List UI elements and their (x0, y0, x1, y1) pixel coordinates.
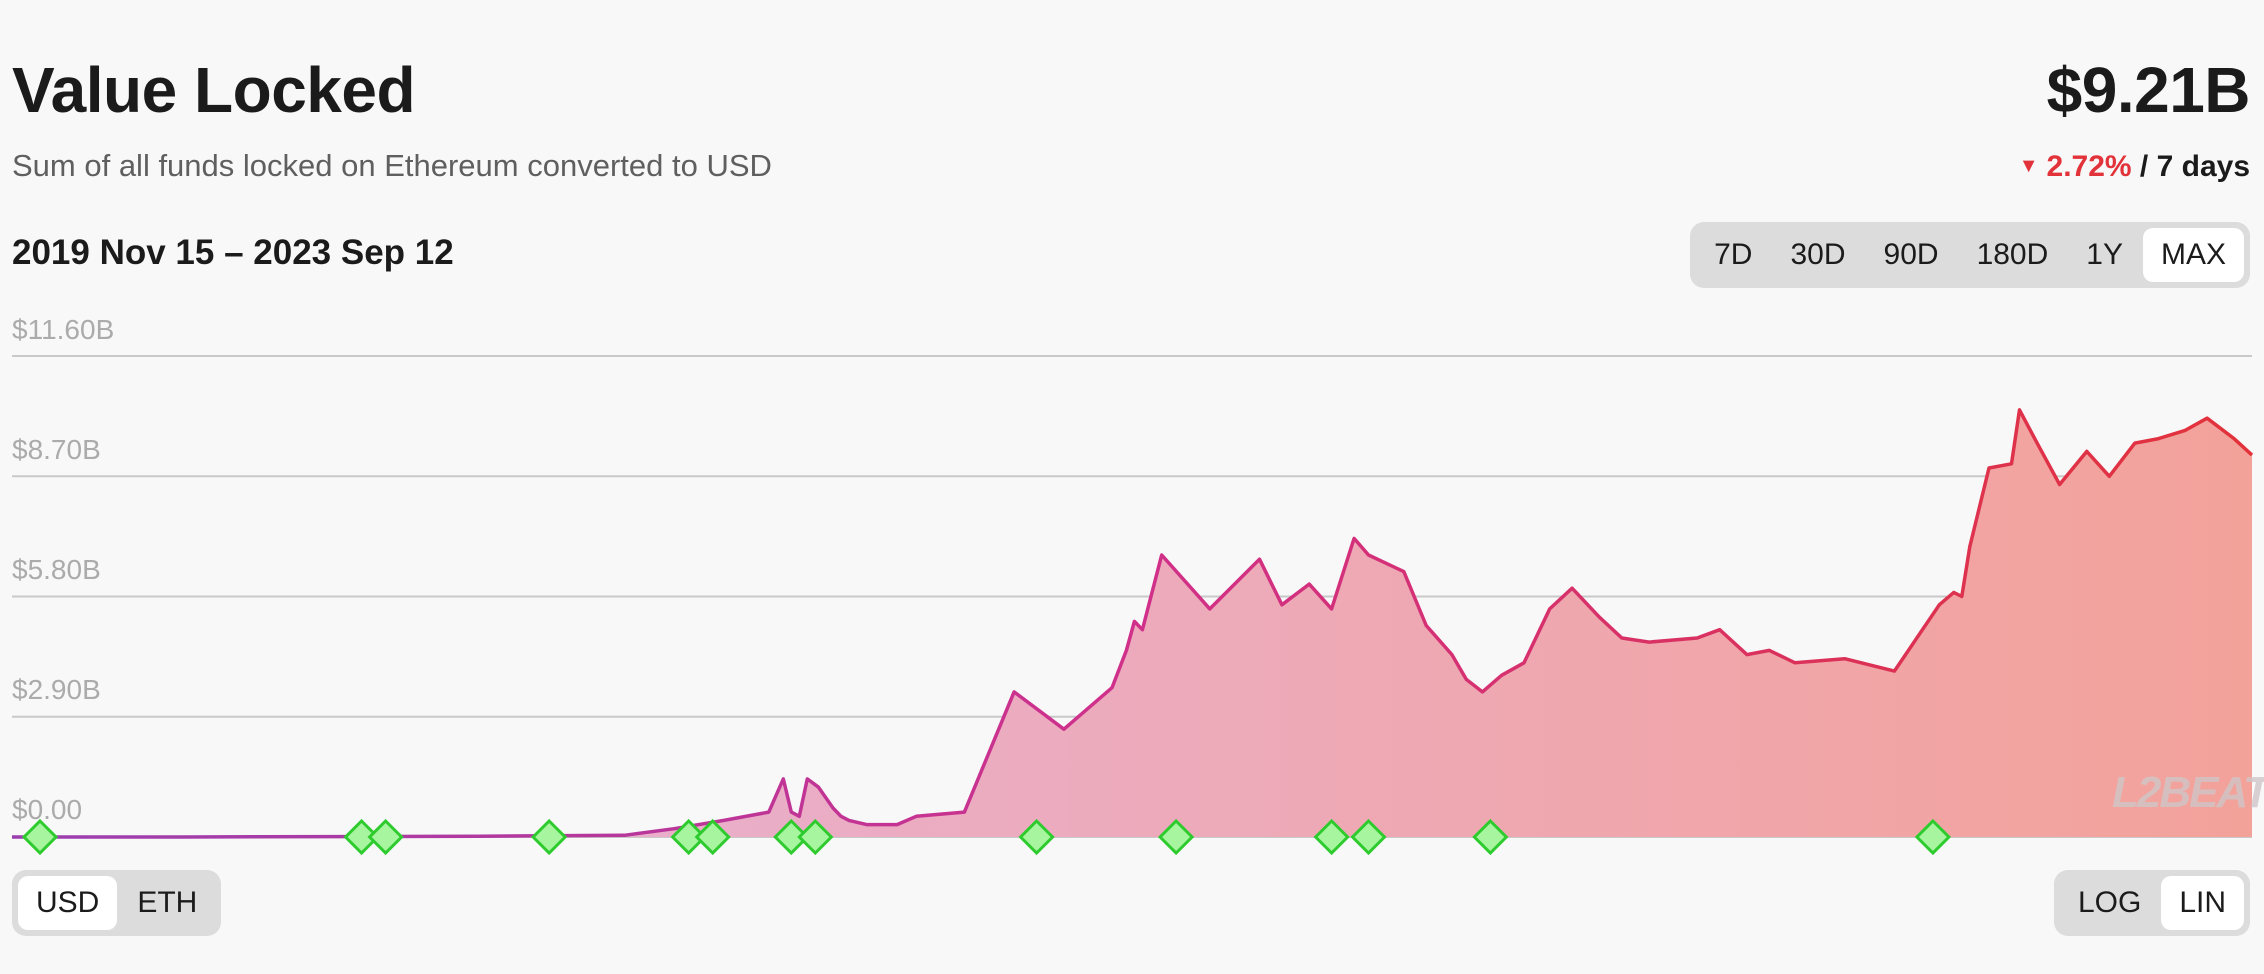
milestone-marker[interactable] (1472, 818, 1509, 856)
unit-usd-button[interactable]: USD (18, 876, 118, 930)
y-tick-label: $2.90B (12, 674, 101, 705)
date-range: 2019 Nov 15 – 2023 Sep 12 (12, 233, 454, 272)
milestone-marker[interactable] (1018, 818, 1055, 856)
milestone-marker[interactable] (670, 818, 707, 856)
milestone-marker[interactable] (1914, 818, 1952, 856)
y-tick-label: $5.80B (12, 554, 101, 585)
page-title: Value Locked (12, 54, 416, 126)
l2beat-logo: L2BEAT (2112, 768, 2264, 817)
milestone-marker[interactable] (21, 818, 59, 856)
milestone-marker[interactable] (1350, 818, 1387, 856)
milestone-marker[interactable] (773, 818, 810, 856)
total-value: $9.21B (2046, 54, 2251, 126)
change-percent: 2.72% (2046, 150, 2132, 183)
unit-eth-button[interactable]: ETH (137, 886, 198, 919)
range-max-button[interactable]: MAX (2142, 228, 2244, 282)
tvl-line (12, 408, 2254, 839)
milestone-marker[interactable] (1157, 818, 1195, 856)
range-90d-button[interactable]: 90D (1883, 238, 1939, 271)
y-tick-label: $11.60B (12, 314, 115, 345)
down-arrow-icon: ▼ (2018, 155, 2039, 177)
scale-lin-button[interactable]: LIN (2161, 876, 2244, 930)
milestone-marker[interactable] (367, 818, 404, 856)
milestone-marker[interactable] (343, 818, 380, 856)
milestone-marker[interactable] (797, 818, 834, 856)
change-summary: ▼ 2.72% / 7 days (2019, 150, 2250, 184)
scale-selector: LOG LIN (2053, 870, 2250, 936)
milestone-marker[interactable] (694, 818, 731, 856)
page-subtitle: Sum of all funds locked on Ethereum conv… (12, 148, 772, 183)
unit-selector: USD ETH (12, 870, 222, 936)
range-30d-button[interactable]: 30D (1790, 238, 1846, 271)
tvl-area-fill (12, 409, 2252, 837)
y-tick-label: $0.00 (12, 794, 83, 825)
y-tick-label: $8.70B (12, 434, 101, 465)
time-range-selector: 7D 30D 90D 180D 1Y MAX (1690, 222, 2250, 288)
change-period: / 7 days (2131, 150, 2250, 183)
milestone-marker[interactable] (531, 818, 568, 856)
range-180d-button[interactable]: 180D (1976, 238, 2049, 271)
range-7d-button[interactable]: 7D (1714, 238, 1753, 271)
scale-log-button[interactable]: LOG (2077, 886, 2142, 919)
range-1y-button[interactable]: 1Y (2086, 238, 2123, 271)
milestone-marker[interactable] (1313, 818, 1350, 856)
